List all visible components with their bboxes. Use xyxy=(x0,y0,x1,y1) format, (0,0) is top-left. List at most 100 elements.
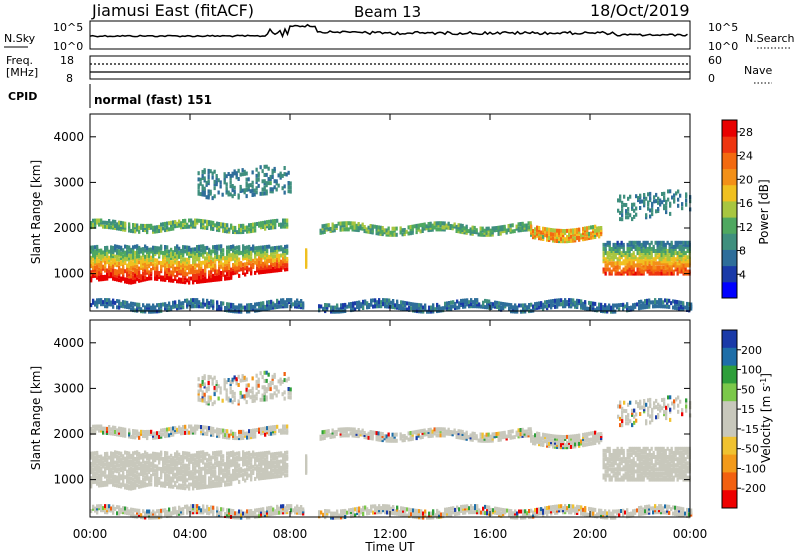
velocity-cell xyxy=(280,471,283,476)
power-cell xyxy=(126,249,129,254)
power-cell xyxy=(558,298,561,303)
velocity-cell xyxy=(210,484,213,489)
power-cell xyxy=(236,255,239,260)
power-cell xyxy=(276,300,279,305)
power-cell xyxy=(227,190,230,195)
velocity-cell xyxy=(166,482,169,486)
power-cell xyxy=(602,307,605,312)
power-cell xyxy=(202,271,205,275)
velocity-cell xyxy=(222,478,225,483)
velocity-cell xyxy=(144,467,147,471)
power-cell xyxy=(469,227,472,232)
power-cell xyxy=(264,269,267,274)
power-cell xyxy=(546,300,549,304)
power-cell xyxy=(176,248,179,253)
power-cell xyxy=(221,192,224,197)
power-cell xyxy=(574,304,577,309)
power-cell xyxy=(386,304,389,309)
velocity-cell xyxy=(202,450,205,455)
velocity-cell xyxy=(106,458,109,462)
power-cell xyxy=(180,255,183,260)
velocity-cell xyxy=(156,456,159,461)
power-cell xyxy=(650,247,653,251)
velocity-cell xyxy=(217,396,220,401)
power-cell xyxy=(674,263,677,268)
power-cell xyxy=(488,305,491,310)
velocity-cell xyxy=(94,475,97,480)
power-cell xyxy=(232,227,235,232)
power-cell xyxy=(234,260,237,265)
velocity-cell xyxy=(226,468,229,473)
power-cell xyxy=(156,303,159,308)
power-cell xyxy=(619,194,622,199)
velocity-cell xyxy=(90,478,93,483)
power-cell xyxy=(666,271,669,276)
velocity-cell xyxy=(160,432,163,437)
velocity-cell xyxy=(250,465,253,470)
power-cell xyxy=(610,255,613,260)
power-cell xyxy=(514,305,517,310)
power-cell xyxy=(489,230,492,235)
power-cell xyxy=(680,265,683,270)
power-cell xyxy=(672,263,675,268)
power-cell xyxy=(220,275,223,280)
power-cell xyxy=(323,223,326,228)
power-cell xyxy=(287,181,290,185)
velocity-cell xyxy=(198,469,201,474)
power-cell xyxy=(415,223,418,228)
power-cell xyxy=(166,249,169,254)
power-cell xyxy=(246,245,249,250)
velocity-cell xyxy=(192,484,195,489)
power-cell xyxy=(473,230,476,234)
velocity-cell xyxy=(196,424,199,429)
velocity-cell xyxy=(252,454,255,459)
velocity-cell xyxy=(172,472,175,477)
power-cell xyxy=(202,221,205,226)
power-cell xyxy=(150,255,153,260)
power-cell xyxy=(258,304,261,308)
power-cell xyxy=(274,264,277,269)
velocity-cell xyxy=(226,457,229,462)
power-cell xyxy=(122,274,125,279)
power-cell xyxy=(154,274,157,279)
power-cell xyxy=(140,274,143,279)
power-cell xyxy=(98,218,101,223)
power-cell xyxy=(248,223,251,228)
power-cell xyxy=(620,240,623,245)
power-cell xyxy=(218,258,221,263)
power-cell xyxy=(278,300,281,305)
power-cell xyxy=(106,256,109,261)
power-cell xyxy=(100,252,103,257)
power-cell xyxy=(138,266,141,271)
power-cell xyxy=(138,225,141,230)
power-cell xyxy=(235,175,238,180)
power-cell xyxy=(470,298,473,303)
velocity-cell xyxy=(240,469,243,474)
power-cell xyxy=(648,302,651,307)
power-cell xyxy=(672,244,675,249)
power-cell xyxy=(252,248,255,253)
power-cell xyxy=(638,306,641,311)
power-cell xyxy=(128,226,131,231)
power-cell xyxy=(192,298,195,303)
power-cell xyxy=(120,223,123,227)
velocity-cell xyxy=(108,466,111,470)
power-cell xyxy=(174,277,177,281)
power-cell xyxy=(184,259,187,264)
power-cell xyxy=(168,221,171,226)
power-cell xyxy=(114,271,117,275)
power-cell xyxy=(564,298,567,303)
velocity-cell xyxy=(164,451,167,455)
power-cell xyxy=(255,178,258,182)
velocity-cell xyxy=(282,453,285,458)
power-cell xyxy=(660,298,663,303)
power-cell xyxy=(150,270,153,275)
power-cell xyxy=(643,199,646,204)
power-cell xyxy=(678,302,681,307)
velocity-cell xyxy=(98,469,101,474)
velocity-cell xyxy=(148,476,151,481)
power-cell xyxy=(196,220,199,225)
velocity-cell xyxy=(106,466,109,471)
power-cell xyxy=(182,253,185,258)
velocity-cell xyxy=(122,480,125,485)
